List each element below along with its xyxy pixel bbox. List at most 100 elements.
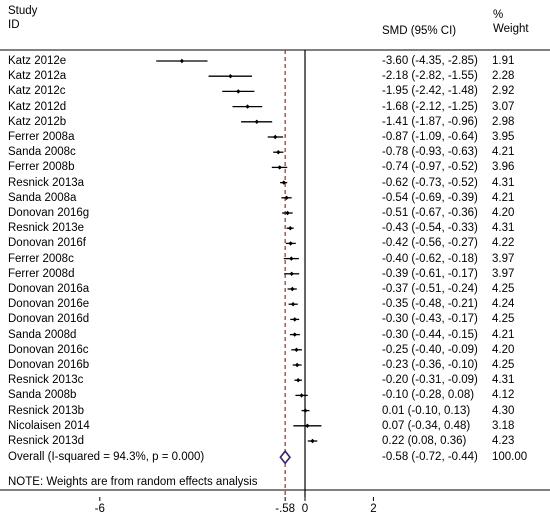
x-tick-label: 0: [301, 503, 309, 515]
study-label: Nicolaisen 2014: [8, 419, 90, 432]
study-label: Katz 2012b: [8, 115, 67, 128]
point-estimate: [179, 58, 185, 64]
effect-ci-label: -0.51 (-0.67, -0.36): [382, 207, 478, 219]
weight-label: 4.21: [492, 191, 515, 204]
study-label: Katz 2012a: [8, 70, 67, 83]
effect-ci-label: -0.74 (-0.97, -0.52): [382, 161, 478, 174]
effect-ci-label: -0.43 (-0.54, -0.33): [382, 222, 478, 235]
study-label: Donovan 2016c: [8, 343, 89, 356]
point-estimate: [284, 195, 289, 200]
study-label: Katz 2012e: [8, 55, 67, 67]
header-study-line2: ID: [8, 19, 20, 31]
footnote: NOTE: Weights are from random effects an…: [8, 476, 258, 488]
point-estimate: [288, 226, 293, 231]
effect-ci-label: -0.42 (-0.56, -0.27): [382, 237, 478, 250]
study-label: Katz 2012d: [8, 100, 67, 113]
weight-label: 3.18: [492, 419, 515, 432]
study-label: Resnick 2013a: [8, 176, 85, 189]
point-estimate: [305, 423, 310, 428]
weight-label: 4.25: [492, 359, 515, 371]
study-label: Sanda 2008c: [8, 146, 76, 159]
overall-diamond: [279, 449, 291, 465]
effect-ci-label: -0.30 (-0.44, -0.15): [382, 328, 478, 341]
point-estimate: [299, 393, 304, 398]
study-label: Resnick 2013d: [8, 435, 85, 447]
effect-ci-label: -0.23 (-0.36, -0.10): [382, 359, 478, 371]
effect-ci-label: -0.40 (-0.62, -0.18): [382, 252, 478, 265]
point-estimate: [295, 378, 301, 383]
effect-ci-label: -1.68 (-2.12, -1.25): [382, 100, 478, 113]
weight-label: 3.96: [492, 161, 515, 174]
point-estimate: [294, 347, 299, 352]
study-label: Donovan 2016a: [8, 283, 90, 295]
weight-label: 4.25: [492, 283, 515, 295]
weight-label: 4.21: [492, 328, 515, 341]
x-tick-label: -.58: [275, 503, 296, 515]
point-estimate: [303, 408, 308, 413]
effect-ci-label: -0.37 (-0.51, -0.24): [382, 283, 478, 295]
weight-label: 4.20: [492, 343, 515, 356]
overall-label: Overall (I-squared = 94.3%, p = 0.000): [8, 451, 205, 464]
weight-label: 4.20: [492, 207, 515, 219]
point-estimate: [310, 438, 315, 444]
point-estimate: [292, 332, 297, 337]
point-estimate: [290, 302, 296, 307]
weight-label: 4.25: [492, 313, 515, 326]
point-estimate: [273, 134, 278, 140]
study-label: Donovan 2016b: [8, 359, 90, 371]
effect-ci-label: -3.60 (-4.35, -2.85): [382, 55, 478, 67]
study-label: Donovan 2016d: [8, 313, 90, 326]
header-study: Study ID: [8, 4, 37, 32]
study-label: Ferrer 2008c: [8, 252, 74, 265]
weight-label: 1.91: [492, 55, 515, 67]
point-estimate: [236, 89, 241, 94]
weight-label: 2.28: [492, 70, 515, 83]
point-estimate: [288, 241, 293, 246]
effect-ci-label: -0.39 (-0.61, -0.17): [382, 267, 478, 280]
study-label: Resnick 2013c: [8, 374, 84, 387]
point-estimate: [292, 317, 297, 322]
weight-label: 2.98: [492, 115, 515, 128]
point-estimate: [294, 362, 300, 368]
effect-ci-label: -0.35 (-0.48, -0.21): [382, 298, 478, 311]
point-estimate: [245, 104, 250, 109]
effect-ci-label: -1.95 (-2.42, -1.48): [382, 85, 478, 98]
study-label: Resnick 2013e: [8, 222, 85, 235]
effect-ci-label: 0.01 (-0.10, 0.13): [382, 404, 471, 417]
point-estimate: [228, 74, 233, 79]
study-label: Ferrer 2008b: [8, 161, 75, 174]
header-weight-line1: %: [493, 9, 504, 21]
study-label: Donovan 2016f: [8, 237, 87, 250]
effect-ci-label: 0.22 (0.08, 0.36): [382, 435, 467, 447]
effect-ci-label: -0.62 (-0.73, -0.52): [382, 176, 478, 189]
effect-ci-label: -0.10 (-0.28, 0.08): [382, 389, 475, 402]
header-weight-line2: Weight: [493, 23, 529, 35]
study-label: Katz 2012c: [8, 85, 66, 98]
overall-weight-label: 100.00: [492, 451, 528, 464]
weight-label: 4.31: [492, 176, 515, 189]
point-estimate: [285, 210, 290, 216]
header-study-line1: Study: [8, 5, 38, 17]
point-estimate: [277, 165, 282, 170]
point-estimate: [254, 119, 259, 124]
effect-ci-label: -0.78 (-0.93, -0.63): [382, 146, 478, 159]
effect-ci-label: -0.25 (-0.40, -0.09): [382, 343, 478, 356]
header-effect: SMD (95% CI): [382, 25, 457, 37]
weight-label: 4.31: [492, 222, 515, 235]
x-tick-label: 2: [370, 503, 377, 515]
weight-label: 3.97: [492, 252, 515, 265]
point-estimate: [289, 271, 294, 276]
weight-label: 2.92: [492, 85, 515, 98]
study-label: Donovan 2016g: [8, 207, 90, 219]
x-tick-label: -6: [94, 503, 105, 515]
effect-ci-label: -0.30 (-0.43, -0.17): [382, 313, 478, 326]
effect-ci-label: 0.07 (-0.34, 0.48): [382, 419, 471, 432]
effect-ci-label: -1.41 (-1.87, -0.96): [382, 115, 478, 128]
study-label: Sanda 2008d: [8, 328, 77, 341]
weight-label: 4.22: [492, 237, 515, 250]
point-estimate: [276, 150, 281, 155]
study-label: Ferrer 2008a: [8, 131, 75, 143]
header-weight: % Weight: [493, 8, 529, 36]
